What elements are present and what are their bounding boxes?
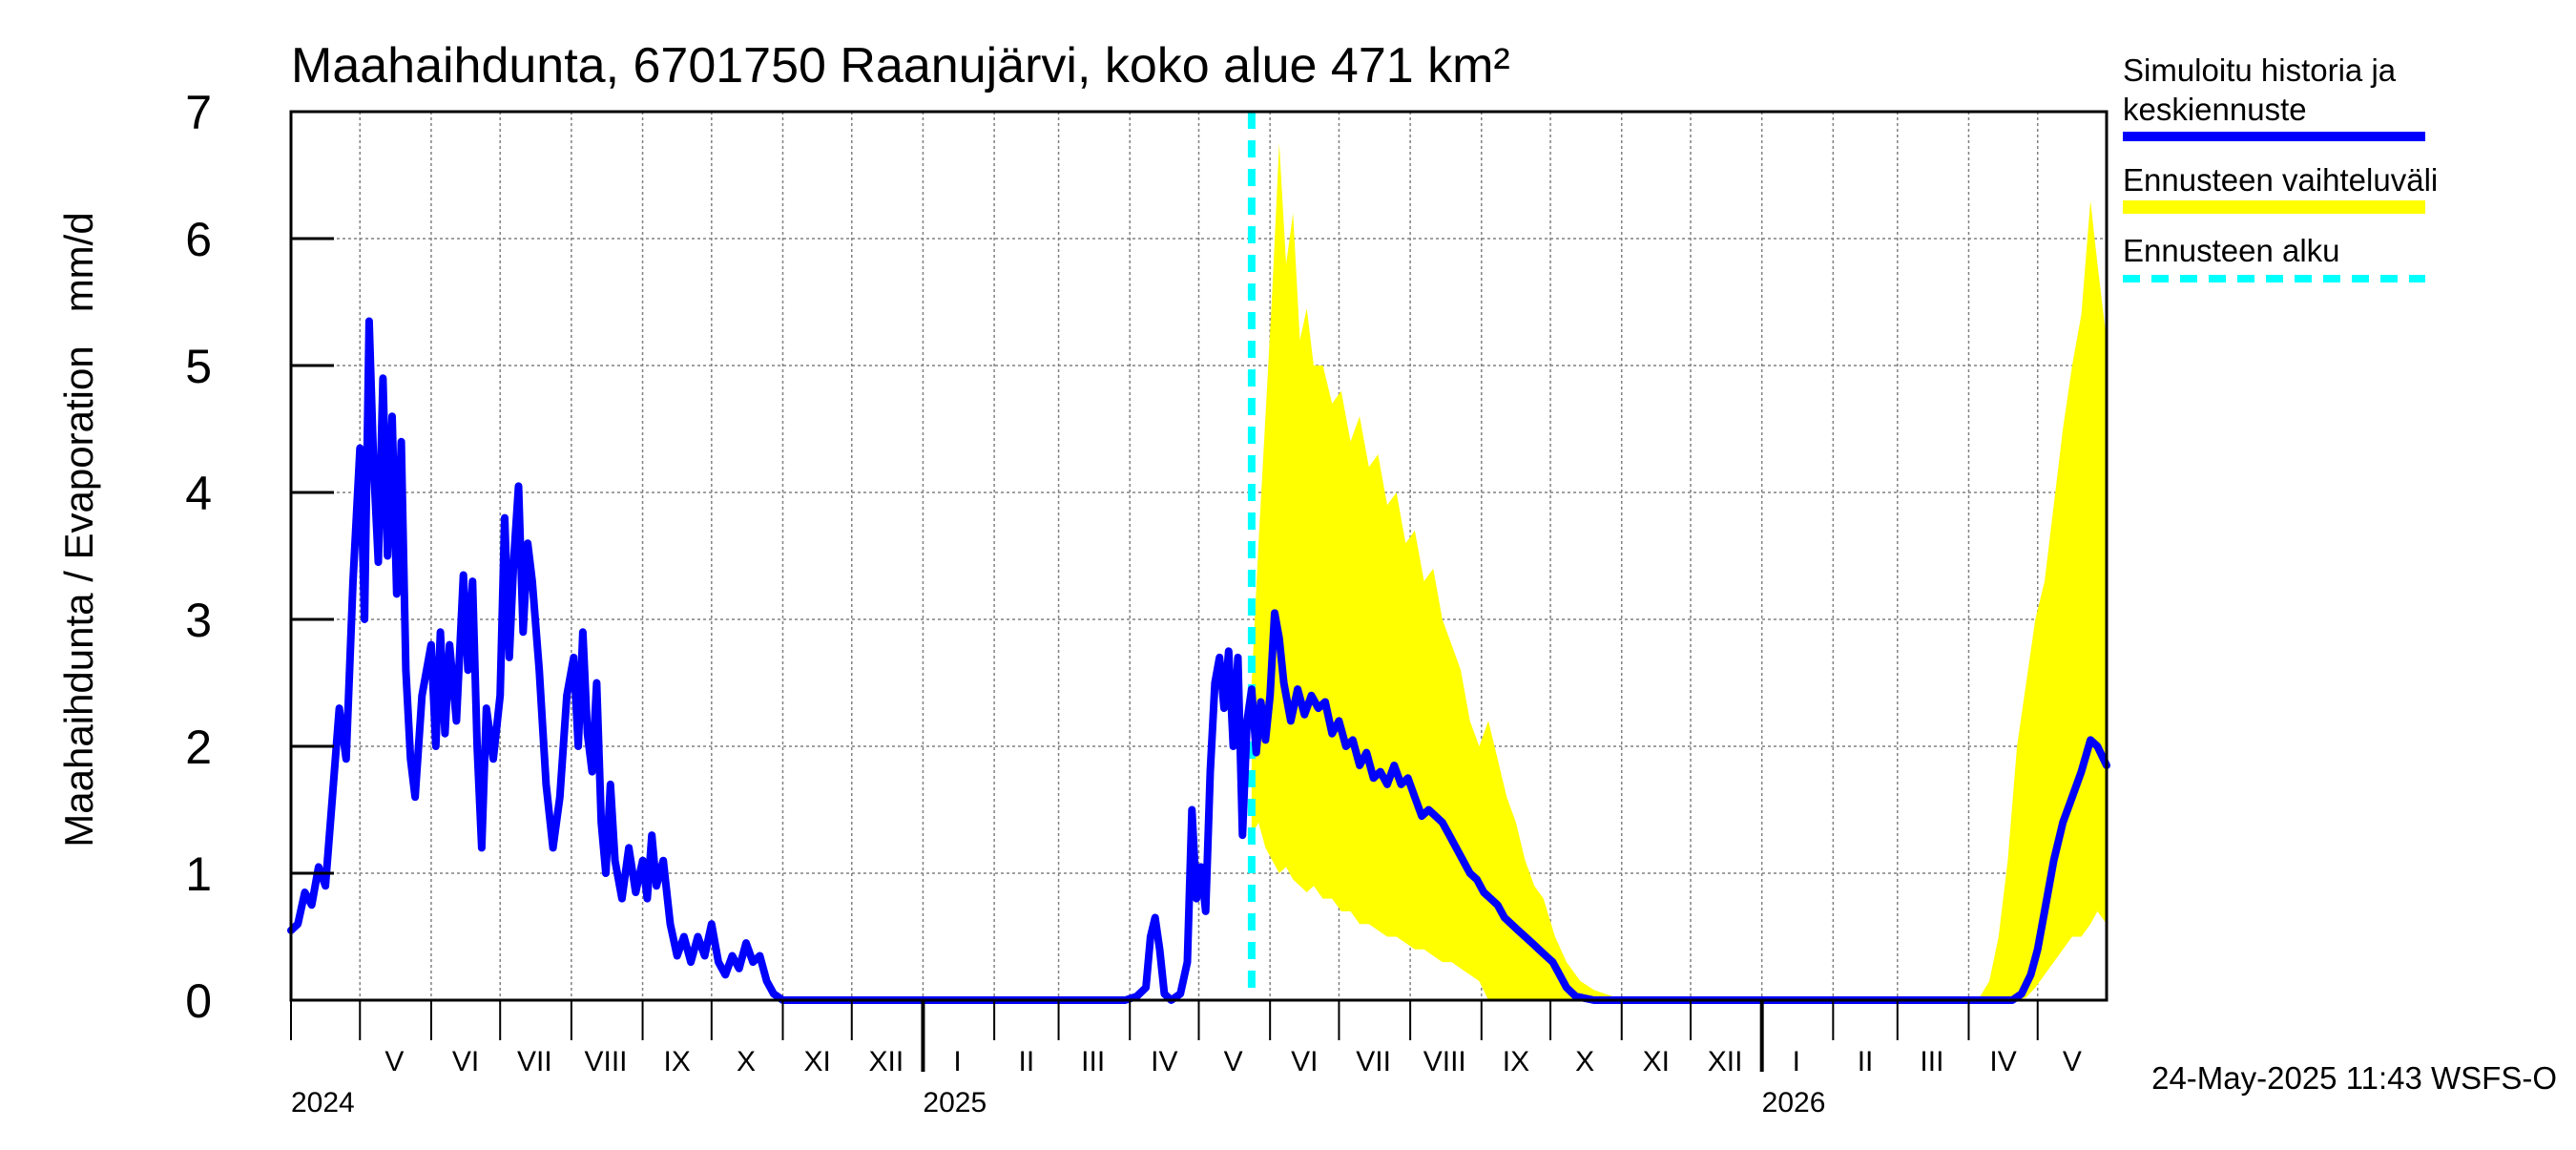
month-label: XII bbox=[869, 1046, 904, 1077]
y-tick-label: 3 bbox=[185, 594, 212, 647]
month-label: VIII bbox=[1423, 1046, 1466, 1077]
month-label: VI bbox=[452, 1046, 479, 1077]
y-tick-label: 5 bbox=[185, 340, 212, 393]
y-tick-label: 6 bbox=[185, 213, 212, 266]
month-label: V bbox=[1224, 1046, 1243, 1077]
month-label: III bbox=[1081, 1046, 1105, 1077]
month-label: III bbox=[1920, 1046, 1943, 1077]
year-label: 2025 bbox=[923, 1087, 987, 1119]
legend: Simuloitu historia ja keskiennuste Ennus… bbox=[2123, 52, 2438, 282]
month-label: IV bbox=[1151, 1046, 1177, 1077]
month-label: XII bbox=[1708, 1046, 1743, 1077]
month-label: II bbox=[1018, 1046, 1034, 1077]
y-tick-label: 4 bbox=[185, 467, 212, 520]
month-label: VII bbox=[1356, 1046, 1391, 1077]
y-tick-label: 7 bbox=[185, 86, 212, 139]
y-tick-label: 2 bbox=[185, 721, 212, 774]
footer-timestamp: 24-May-2025 11:43 WSFS-O bbox=[2151, 1060, 2557, 1096]
legend-label-range: Ennusteen vaihteluväli bbox=[2123, 162, 2438, 198]
month-label: I bbox=[1793, 1046, 1800, 1077]
forecast-range-band bbox=[1251, 143, 2107, 1001]
year-label: 2024 bbox=[291, 1087, 355, 1119]
month-label: V bbox=[2063, 1046, 2082, 1077]
axis-layer bbox=[289, 110, 2109, 1072]
legend-label-history-line2: keskiennuste bbox=[2123, 92, 2307, 127]
y-axis-label: Maahaihdunta / Evaporation mm/d bbox=[56, 212, 101, 847]
month-label: VII bbox=[517, 1046, 552, 1077]
legend-label-history-line1: Simuloitu historia ja bbox=[2123, 52, 2397, 88]
y-tick-label: 1 bbox=[185, 847, 212, 901]
month-label: X bbox=[737, 1046, 756, 1077]
year-label: 2026 bbox=[1762, 1087, 1826, 1119]
month-label: VIII bbox=[585, 1046, 628, 1077]
month-label: V bbox=[384, 1046, 404, 1077]
chart-title: Maahaihdunta, 6701750 Raanujärvi, koko a… bbox=[291, 38, 1510, 94]
month-label: IV bbox=[1989, 1046, 2016, 1077]
month-label: IX bbox=[664, 1046, 691, 1077]
month-label: XI bbox=[803, 1046, 830, 1077]
month-label: VI bbox=[1291, 1046, 1318, 1077]
y-tick-label: 0 bbox=[185, 974, 212, 1028]
month-label: XI bbox=[1643, 1046, 1670, 1077]
month-label: X bbox=[1575, 1046, 1594, 1077]
month-label: II bbox=[1858, 1046, 1874, 1077]
forecast-band-layer bbox=[1251, 143, 2107, 1001]
month-label: I bbox=[953, 1046, 961, 1077]
month-label: IX bbox=[1503, 1046, 1529, 1077]
legend-label-forecast-start: Ennusteen alku bbox=[2123, 233, 2340, 268]
